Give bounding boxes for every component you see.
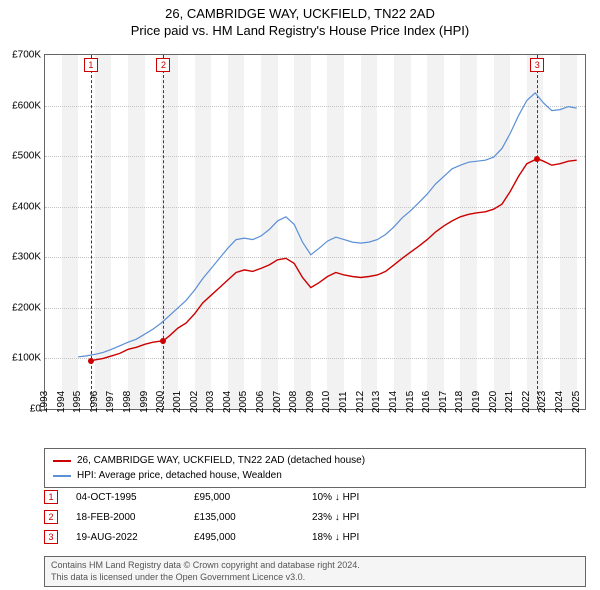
event-row: 3 19-AUG-2022 £495,000 18% ↓ HPI [44, 530, 586, 544]
x-axis-label: 2003 [205, 391, 216, 413]
legend-label: HPI: Average price, detached house, Weal… [77, 468, 282, 483]
x-axis-label: 2020 [488, 391, 499, 413]
x-axis-label: 2005 [238, 391, 249, 413]
y-axis-label: £300K [0, 252, 45, 263]
x-axis-label: 1995 [72, 391, 83, 413]
x-axis-label: 2011 [338, 391, 349, 413]
events-table: 1 04-OCT-1995 £95,000 10% ↓ HPI 2 18-FEB… [44, 490, 586, 550]
x-axis-label: 2014 [388, 391, 399, 413]
x-axis-label: 2019 [471, 391, 482, 413]
y-axis-label: £700K [0, 50, 45, 61]
event-marker-icon: 2 [44, 510, 58, 524]
title-line2: Price paid vs. HM Land Registry's House … [0, 23, 600, 40]
y-axis-label: £600K [0, 100, 45, 111]
event-marker-icon: 1 [84, 58, 98, 72]
x-axis-label: 1997 [105, 391, 116, 413]
event-marker-icon: 2 [156, 58, 170, 72]
x-axis-label: 2024 [554, 391, 565, 413]
y-axis-label: £500K [0, 151, 45, 162]
event-delta: 23% ↓ HPI [312, 512, 412, 523]
event-delta: 10% ↓ HPI [312, 492, 412, 503]
x-axis-label: 2007 [272, 391, 283, 413]
chart-plot-area: £0£100K£200K£300K£400K£500K£600K£700K199… [44, 54, 586, 410]
x-axis-label: 2004 [222, 391, 233, 413]
x-axis-label: 2010 [321, 391, 332, 413]
series-line [91, 159, 577, 361]
x-axis-label: 2000 [155, 391, 166, 413]
x-axis-label: 2002 [189, 391, 200, 413]
event-dot [88, 358, 94, 364]
x-axis-label: 2013 [371, 391, 382, 413]
x-axis-label: 2016 [421, 391, 432, 413]
x-axis-label: 2012 [355, 391, 366, 413]
event-marker-icon: 1 [44, 490, 58, 504]
x-axis-label: 2008 [288, 391, 299, 413]
page-root: { "title_line1": "26, CAMBRIDGE WAY, UCK… [0, 6, 600, 590]
x-axis-label: 1998 [122, 391, 133, 413]
event-dot [534, 156, 540, 162]
legend-item: 26, CAMBRIDGE WAY, UCKFIELD, TN22 2AD (d… [53, 453, 577, 468]
event-price: £135,000 [194, 512, 294, 523]
x-axis-label: 2022 [521, 391, 532, 413]
event-date: 04-OCT-1995 [76, 492, 176, 503]
x-axis-label: 2021 [504, 391, 515, 413]
event-delta: 18% ↓ HPI [312, 532, 412, 543]
series-line [78, 93, 577, 357]
x-axis-label: 2025 [571, 391, 582, 413]
event-marker-icon: 3 [530, 58, 544, 72]
event-dot [160, 338, 166, 344]
event-date: 18-FEB-2000 [76, 512, 176, 523]
event-date: 19-AUG-2022 [76, 532, 176, 543]
footer-line1: Contains HM Land Registry data © Crown c… [51, 560, 579, 572]
x-axis-label: 2015 [405, 391, 416, 413]
legend-item: HPI: Average price, detached house, Weal… [53, 468, 577, 483]
legend-label: 26, CAMBRIDGE WAY, UCKFIELD, TN22 2AD (d… [77, 453, 365, 468]
event-row: 1 04-OCT-1995 £95,000 10% ↓ HPI [44, 490, 586, 504]
footer-line2: This data is licensed under the Open Gov… [51, 572, 579, 584]
event-price: £95,000 [194, 492, 294, 503]
chart-svg [45, 55, 585, 409]
y-axis-label: £400K [0, 201, 45, 212]
x-axis-label: 2023 [537, 391, 548, 413]
y-axis-label: £100K [0, 353, 45, 364]
x-axis-label: 1994 [56, 391, 67, 413]
x-axis-label: 1996 [89, 391, 100, 413]
x-axis-label: 1999 [139, 391, 150, 413]
x-axis-label: 2017 [438, 391, 449, 413]
x-axis-label: 2006 [255, 391, 266, 413]
y-axis-label: £200K [0, 302, 45, 313]
legend-swatch [53, 460, 71, 462]
x-axis-label: 2018 [454, 391, 465, 413]
footer-box: Contains HM Land Registry data © Crown c… [44, 556, 586, 587]
legend-swatch [53, 475, 71, 477]
chart-title: 26, CAMBRIDGE WAY, UCKFIELD, TN22 2AD Pr… [0, 6, 600, 40]
legend-box: 26, CAMBRIDGE WAY, UCKFIELD, TN22 2AD (d… [44, 448, 586, 488]
title-line1: 26, CAMBRIDGE WAY, UCKFIELD, TN22 2AD [0, 6, 600, 23]
event-row: 2 18-FEB-2000 £135,000 23% ↓ HPI [44, 510, 586, 524]
x-axis-label: 2001 [172, 391, 183, 413]
event-marker-icon: 3 [44, 530, 58, 544]
x-axis-label: 2009 [305, 391, 316, 413]
event-price: £495,000 [194, 532, 294, 543]
x-axis-label: 1993 [39, 391, 50, 413]
